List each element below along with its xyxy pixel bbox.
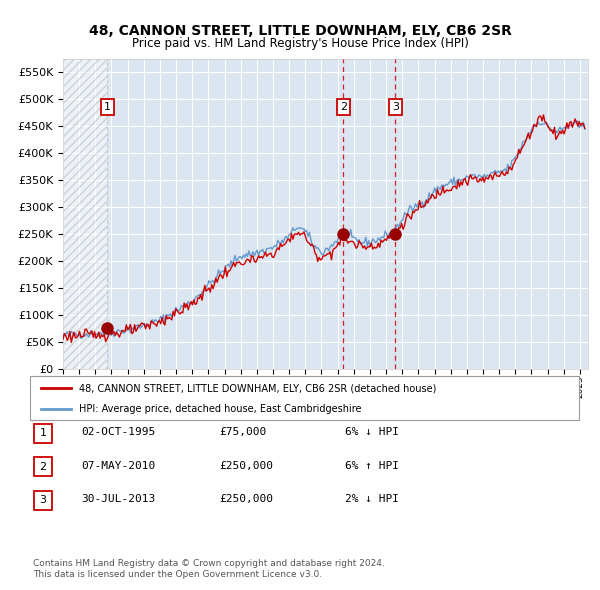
Text: £250,000: £250,000 — [219, 461, 273, 470]
Text: 30-JUL-2013: 30-JUL-2013 — [81, 494, 155, 504]
Text: 2: 2 — [40, 462, 46, 471]
Text: 6% ↑ HPI: 6% ↑ HPI — [345, 461, 399, 470]
FancyBboxPatch shape — [30, 376, 579, 420]
Text: 48, CANNON STREET, LITTLE DOWNHAM, ELY, CB6 2SR (detached house): 48, CANNON STREET, LITTLE DOWNHAM, ELY, … — [79, 384, 437, 393]
Text: 48, CANNON STREET, LITTLE DOWNHAM, ELY, CB6 2SR: 48, CANNON STREET, LITTLE DOWNHAM, ELY, … — [89, 24, 511, 38]
FancyBboxPatch shape — [34, 457, 52, 476]
Text: Price paid vs. HM Land Registry's House Price Index (HPI): Price paid vs. HM Land Registry's House … — [131, 37, 469, 50]
Text: 02-OCT-1995: 02-OCT-1995 — [81, 427, 155, 437]
Text: 2% ↓ HPI: 2% ↓ HPI — [345, 494, 399, 504]
Text: £250,000: £250,000 — [219, 494, 273, 504]
Text: HPI: Average price, detached house, East Cambridgeshire: HPI: Average price, detached house, East… — [79, 404, 362, 414]
Text: 1: 1 — [104, 102, 111, 112]
Text: 3: 3 — [392, 102, 399, 112]
Text: £75,000: £75,000 — [219, 427, 266, 437]
Text: 2: 2 — [340, 102, 347, 112]
Text: Contains HM Land Registry data © Crown copyright and database right 2024.
This d: Contains HM Land Registry data © Crown c… — [33, 559, 385, 579]
Text: 07-MAY-2010: 07-MAY-2010 — [81, 461, 155, 470]
Text: 1: 1 — [40, 428, 46, 438]
FancyBboxPatch shape — [34, 424, 52, 442]
FancyBboxPatch shape — [34, 491, 52, 510]
Text: 3: 3 — [40, 496, 46, 505]
Text: 6% ↓ HPI: 6% ↓ HPI — [345, 427, 399, 437]
